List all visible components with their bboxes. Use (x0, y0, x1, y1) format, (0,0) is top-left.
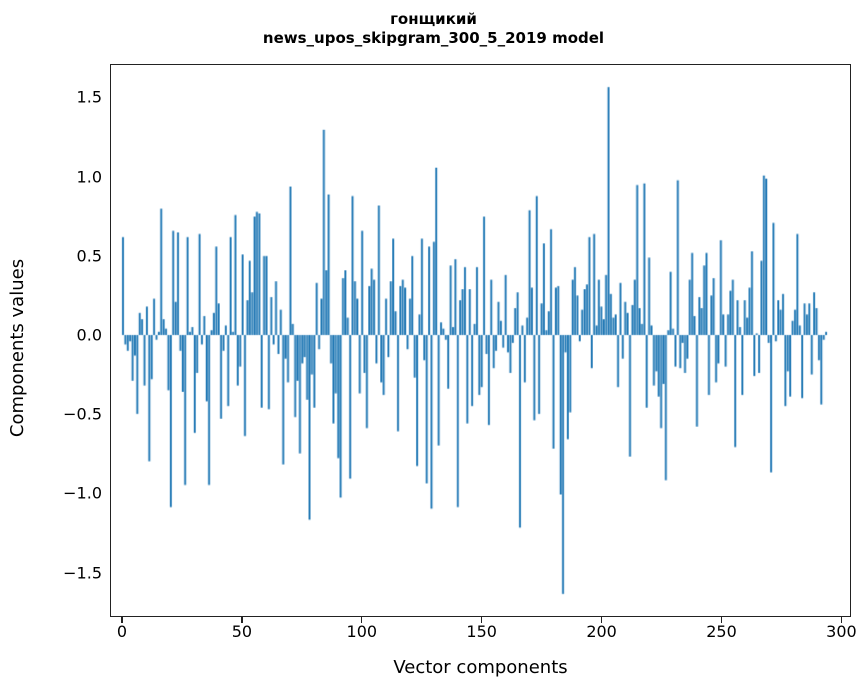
y-tick-label: 0.5 (76, 246, 102, 266)
chart-title-line-1: гонщикий (390, 10, 477, 28)
y-tick-label: 0.0 (76, 325, 102, 345)
x-tick-mark (121, 617, 123, 623)
y-axis-label: Components values (0, 0, 34, 696)
y-axis-label-text: Components values (6, 258, 28, 438)
x-tick-mark (361, 617, 363, 623)
x-tick-label: 200 (586, 622, 617, 641)
x-axis-label: Vector components (393, 657, 568, 678)
x-tick-label: 0 (116, 622, 128, 641)
x-tick-label: 50 (231, 622, 253, 641)
plot-area (110, 64, 851, 617)
x-tick-label: 300 (826, 622, 857, 641)
y-tick-label: 1.5 (76, 87, 102, 107)
chart-title-line-2: news_upos_skipgram_300_5_2019 model (262, 29, 605, 47)
x-tick-mark (840, 617, 843, 623)
y-tick-label: −1.5 (63, 563, 102, 583)
bar-series-canvas (111, 65, 850, 616)
y-axis-ticks: 1.5 1.0 0.5 0.0 −0.5 −1.0 −1.5 (40, 0, 150, 696)
x-tick-mark (481, 617, 483, 623)
y-tick-label: −0.5 (63, 404, 102, 424)
x-tick-label: 150 (466, 622, 497, 641)
x-tick-mark (241, 617, 243, 623)
x-axis-ticks: 0 50 100 150 200 250 300 (0, 622, 867, 652)
x-tick-mark (601, 617, 603, 623)
chart-title: гонщикий news_upos_skipgram_300_5_2019 m… (0, 10, 867, 48)
y-tick-label: 1.0 (76, 167, 102, 186)
x-tick-label: 250 (706, 622, 737, 641)
x-tick-mark (720, 617, 723, 623)
x-tick-label: 100 (346, 622, 378, 641)
y-tick-label: −1.0 (63, 483, 102, 503)
